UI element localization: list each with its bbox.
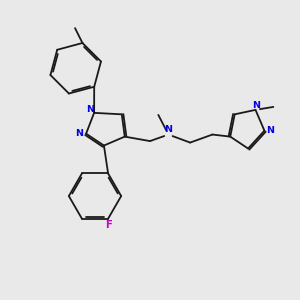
Text: N: N bbox=[266, 126, 274, 135]
Text: N: N bbox=[76, 129, 84, 138]
Text: F: F bbox=[105, 220, 112, 230]
Text: N: N bbox=[164, 125, 172, 134]
Text: N: N bbox=[86, 105, 94, 114]
Text: N: N bbox=[252, 101, 260, 110]
